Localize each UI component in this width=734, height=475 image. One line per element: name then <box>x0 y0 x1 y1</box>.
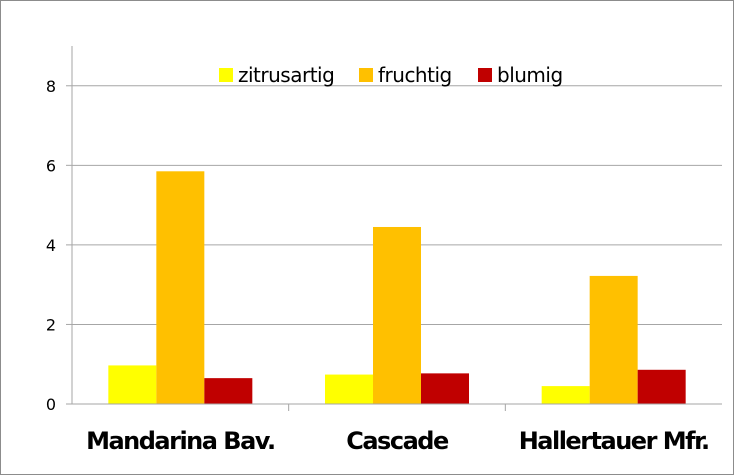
y-tick-label: 0 <box>46 395 56 414</box>
bar-blumig <box>421 373 469 404</box>
legend-label: blumig <box>497 63 563 87</box>
x-category-label: Hallertauer Mfr. <box>519 427 709 455</box>
bar-fruchtig <box>373 226 421 404</box>
legend-swatch-blumig <box>478 68 492 82</box>
y-tick-label: 8 <box>46 77 56 96</box>
x-category-label: Cascade <box>346 427 449 455</box>
bar-blumig <box>637 369 686 404</box>
legend-label: fruchtig <box>378 63 452 87</box>
y-tick-label: 2 <box>46 315 56 334</box>
bar-fruchtig <box>156 171 205 404</box>
bar-zitrusartig <box>325 374 373 404</box>
x-category-labels: Mandarina Bav. Cascade Hallertauer Mfr. <box>86 427 710 455</box>
bar-zitrusartig <box>108 365 157 404</box>
legend: zitrusartig fruchtig blumig <box>219 63 563 87</box>
x-category-label: Mandarina Bav. <box>86 427 275 455</box>
legend-label: zitrusartig <box>238 63 334 87</box>
bar-zitrusartig <box>541 386 590 404</box>
bar-fruchtig <box>589 275 638 404</box>
y-tick-labels: 0 2 4 6 8 <box>46 77 56 414</box>
legend-swatch-zitrusartig <box>219 68 233 82</box>
legend-swatch-fruchtig <box>359 68 373 82</box>
bars <box>108 171 686 404</box>
bar-blumig <box>204 378 253 404</box>
axes <box>66 46 722 411</box>
y-tick-label: 6 <box>46 156 56 175</box>
y-tick-label: 4 <box>46 236 56 255</box>
